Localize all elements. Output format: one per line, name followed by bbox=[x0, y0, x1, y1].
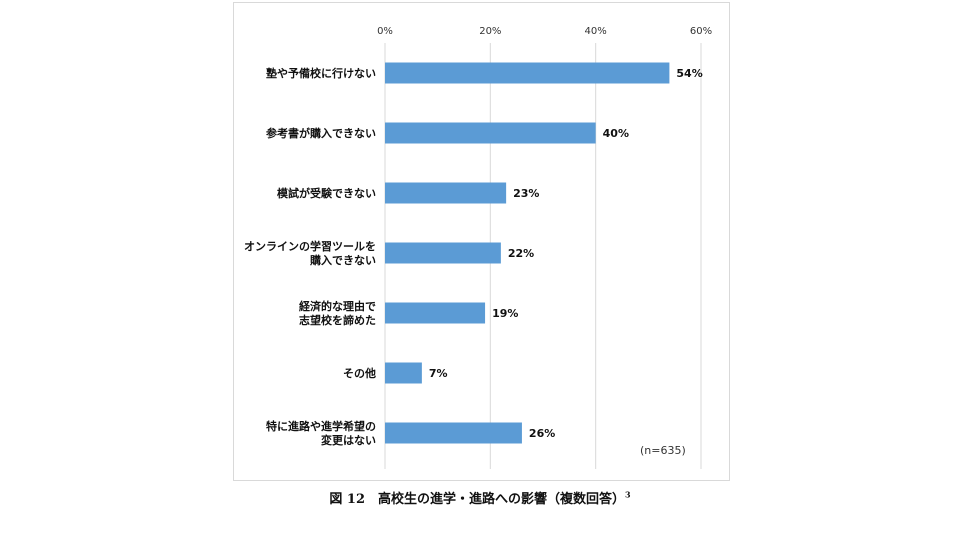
x-tick-label: 0% bbox=[377, 26, 393, 37]
bar bbox=[385, 62, 670, 84]
category-label: オンラインの学習ツールを購入できない bbox=[244, 239, 376, 267]
figure-caption: 図 12 高校生の進学・進路への影響（複数回答）3 bbox=[0, 488, 960, 507]
bar bbox=[385, 422, 522, 444]
bar bbox=[385, 362, 422, 384]
value-labels: 54% 40% 23% 22% 19% 7% 26% bbox=[429, 67, 703, 440]
category-label: 特に進路や進学希望の変更はない bbox=[266, 419, 376, 447]
bar-value-label: 7% bbox=[429, 367, 448, 380]
category-label: 経済的な理由で志望校を諦めた bbox=[299, 299, 376, 327]
bar bbox=[385, 122, 596, 144]
category-labels: 塾や予備校に行けない参考書が購入できない模試が受験できないオンラインの学習ツール… bbox=[244, 66, 376, 447]
bar-value-label: 23% bbox=[513, 187, 539, 200]
bar-value-label: 40% bbox=[603, 127, 629, 140]
x-tick-label: 40% bbox=[585, 26, 607, 37]
bar-chart: 0% 20% 40% 60% 塾や予備校に行けない参考書が購入できない模試が受験できな… bbox=[244, 26, 712, 469]
caption-footnote-mark: 3 bbox=[625, 489, 631, 500]
category-label: 模試が受験できない bbox=[277, 186, 376, 200]
bar-value-label: 26% bbox=[529, 427, 555, 440]
caption-text: 図 12 高校生の進学・進路への影響（複数回答） bbox=[329, 492, 626, 507]
x-axis-ticks: 0% 20% 40% 60% bbox=[377, 26, 712, 37]
bar-value-label: 19% bbox=[492, 307, 518, 320]
category-label: 塾や予備校に行けない bbox=[266, 66, 376, 80]
x-tick-label: 60% bbox=[690, 26, 712, 37]
bar bbox=[385, 242, 501, 264]
sample-size-note: (n=635) bbox=[640, 444, 686, 457]
bar bbox=[385, 182, 507, 204]
bar-value-label: 22% bbox=[508, 247, 534, 260]
bar bbox=[385, 302, 486, 324]
chart-frame: 0% 20% 40% 60% 塾や予備校に行けない 参考書が購入できない模試が受験できな… bbox=[233, 2, 730, 481]
category-label: 参考書が購入できない bbox=[266, 126, 376, 140]
category-label: その他 bbox=[343, 366, 376, 380]
bar-value-label: 54% bbox=[676, 67, 702, 80]
bars bbox=[385, 62, 670, 444]
x-tick-label: 20% bbox=[479, 26, 501, 37]
